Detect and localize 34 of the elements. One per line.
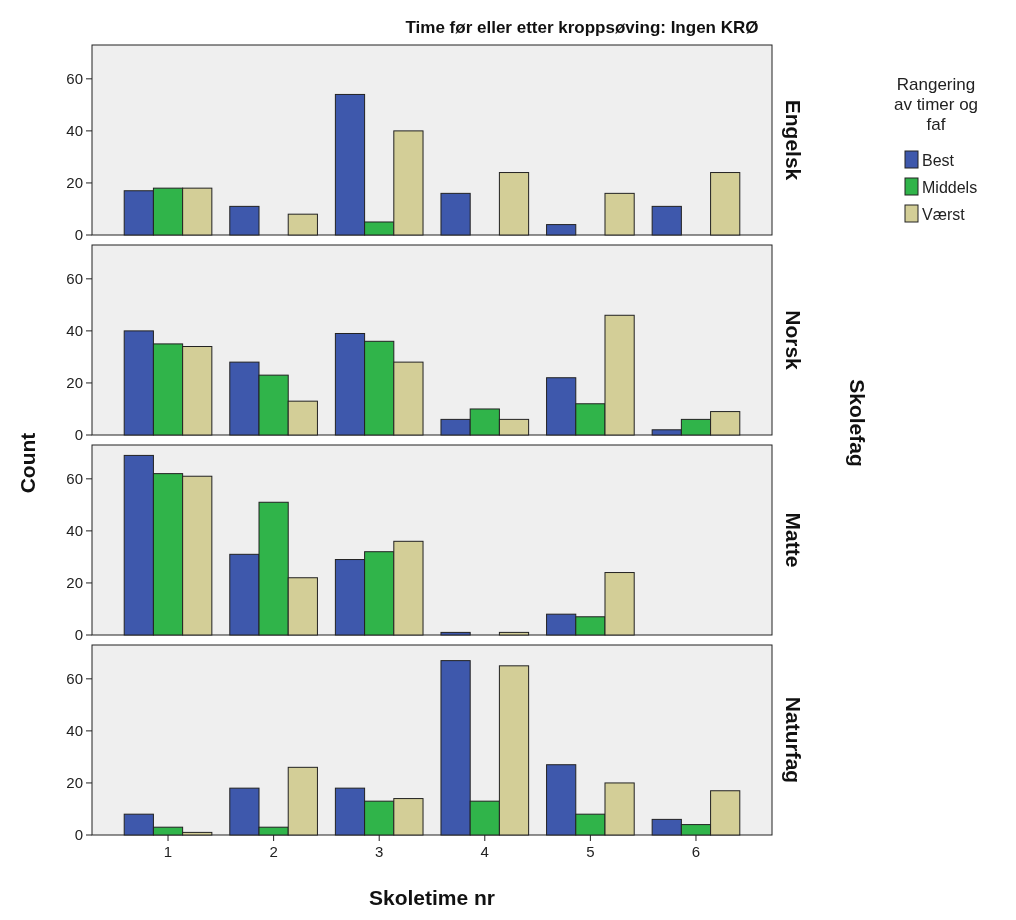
y-tick-label: 20 bbox=[66, 574, 83, 592]
legend-label: Værst bbox=[922, 205, 966, 223]
y-tick-label: 40 bbox=[66, 322, 83, 340]
legend-label: Middels bbox=[922, 178, 978, 196]
text: Engelsk bbox=[782, 99, 805, 181]
y-tick-label: 20 bbox=[66, 174, 83, 192]
y-tick-label: 0 bbox=[74, 826, 83, 844]
x-tick-label: 2 bbox=[269, 843, 278, 860]
y-axis-title: Count bbox=[16, 432, 39, 494]
y-tick-label: 0 bbox=[74, 426, 83, 444]
y-tick-label: 0 bbox=[74, 626, 83, 644]
text: Matte bbox=[782, 512, 805, 568]
x-tick-label: 6 bbox=[691, 843, 701, 860]
y-tick-label: 40 bbox=[66, 522, 83, 540]
x-tick-label: 3 bbox=[375, 843, 384, 860]
legend-title: Rangering av timer og faf bbox=[893, 75, 979, 134]
y-tick-label: 60 bbox=[66, 470, 83, 488]
y2-axis-title: Skolefag bbox=[846, 379, 869, 467]
legend-label: Best bbox=[922, 151, 955, 169]
x-axis-title: Skoletime nr bbox=[368, 886, 496, 909]
y-tick-label: 20 bbox=[66, 374, 83, 392]
y-tick-label: 60 bbox=[66, 270, 83, 288]
x-tick-label: 5 bbox=[586, 843, 595, 860]
chart-title: Time før eller etter kroppsøving: Ingen KRØ bbox=[405, 18, 759, 37]
y-tick-label: 0 bbox=[74, 226, 83, 244]
x-tick-label: 1 bbox=[163, 843, 173, 860]
y-tick-label: 40 bbox=[66, 122, 83, 140]
y-tick-label: 40 bbox=[66, 722, 83, 740]
y-tick-label: 20 bbox=[66, 774, 83, 792]
x-tick-label: 4 bbox=[480, 843, 489, 860]
text: Naturfag bbox=[782, 696, 805, 784]
text: Norsk bbox=[782, 310, 805, 371]
y-tick-label: 60 bbox=[66, 70, 83, 88]
y-tick-label: 60 bbox=[66, 670, 83, 688]
